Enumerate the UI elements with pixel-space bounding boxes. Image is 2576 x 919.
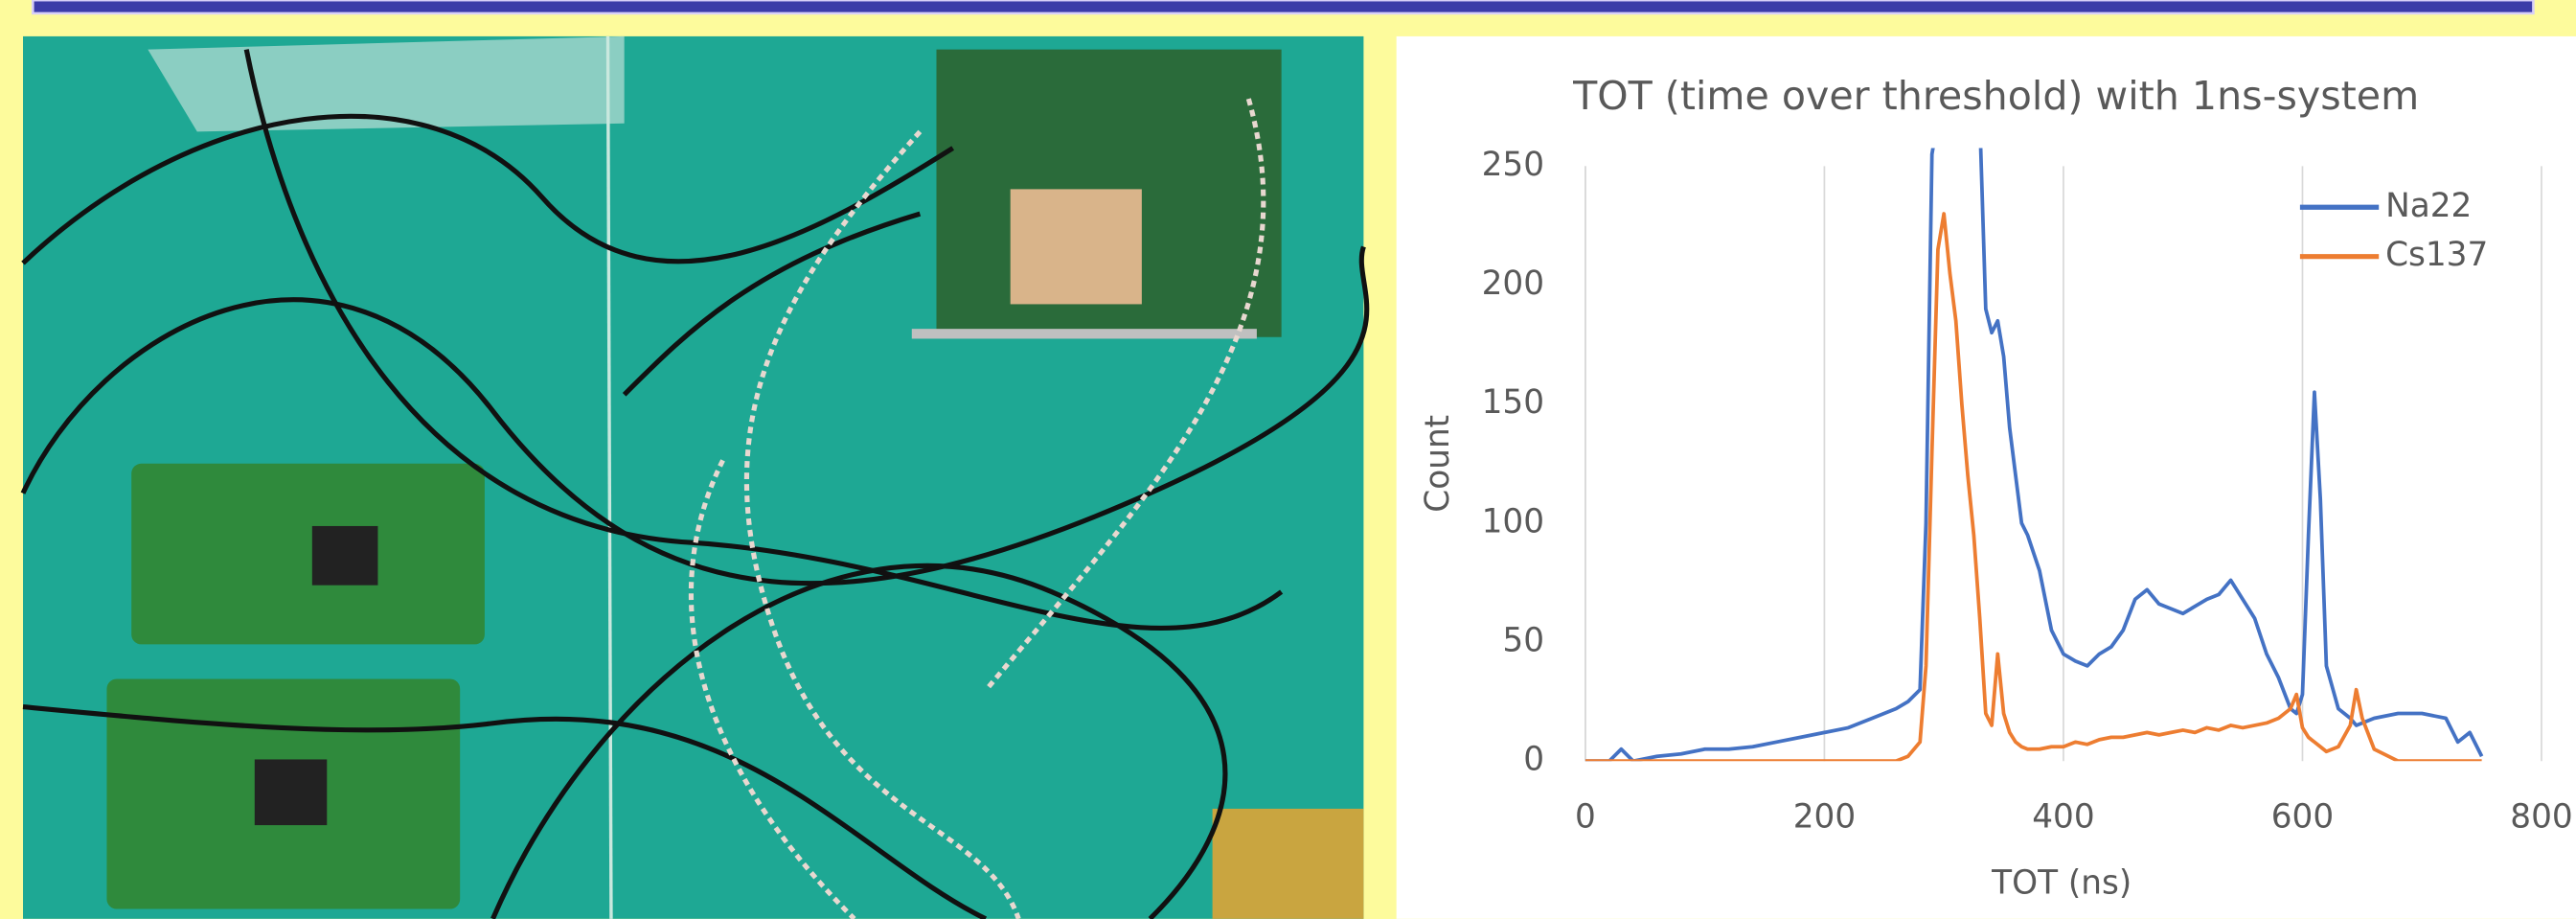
title-bar <box>33 0 2533 13</box>
y-tick-label: 0 <box>1523 741 1544 779</box>
slide: TOT (time over threshold) with 1ns-syste… <box>0 0 2576 919</box>
y-tick-label: 200 <box>1482 264 1544 303</box>
detector-crystal <box>1011 189 1142 304</box>
x-tick-label: 200 <box>1793 798 1856 837</box>
x-tick-label: 800 <box>2510 798 2572 837</box>
rail <box>912 329 1257 338</box>
legend-label: Na22 <box>2385 187 2472 225</box>
chip <box>312 526 378 586</box>
legend-label: Cs137 <box>2385 236 2488 274</box>
y-axis-label: Count <box>1419 415 1457 513</box>
x-tick-label: 0 <box>1575 798 1596 837</box>
y-tick-label: 50 <box>1502 622 1544 660</box>
chip <box>255 759 327 825</box>
y-tick-label: 150 <box>1482 383 1544 422</box>
chart-panel <box>1397 36 2576 919</box>
x-axis-label: TOT (ns) <box>1991 863 2131 902</box>
photo <box>23 36 1367 919</box>
board-corner <box>1213 809 1364 919</box>
readout-board <box>131 464 485 645</box>
page: TOT (time over threshold) with 1ns-syste… <box>0 0 2576 919</box>
y-tick-label: 250 <box>1482 146 1544 184</box>
chart-title: TOT (time over threshold) with 1ns-syste… <box>1572 73 2419 119</box>
x-tick-label: 600 <box>2271 798 2334 837</box>
x-tick-label: 400 <box>2032 798 2094 837</box>
y-tick-label: 100 <box>1482 502 1544 540</box>
